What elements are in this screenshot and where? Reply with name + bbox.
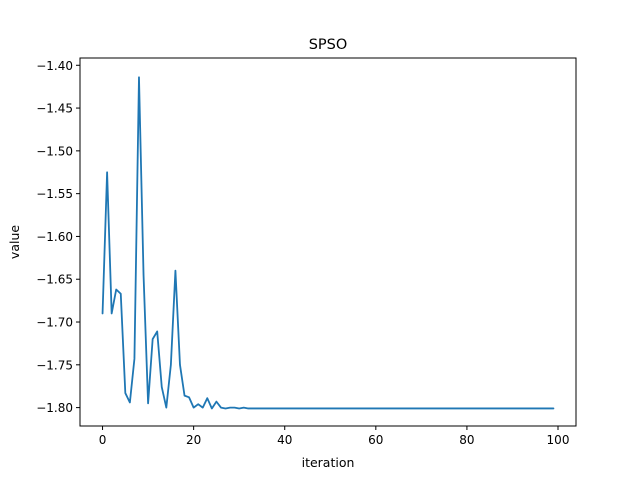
- y-tick-label: −1.50: [36, 144, 73, 158]
- x-tick-label: 60: [368, 433, 383, 447]
- x-tick-label: 40: [277, 433, 292, 447]
- y-tick-label: −1.75: [36, 358, 73, 372]
- chart-title: SPSO: [309, 37, 348, 53]
- y-tick-label: −1.80: [36, 401, 73, 415]
- x-tick-label: 0: [99, 433, 107, 447]
- x-tick-label: 80: [459, 433, 474, 447]
- y-tick-label: −1.45: [36, 102, 73, 116]
- y-tick-label: −1.40: [36, 59, 73, 73]
- x-axis-ticks: 0 20 40 60 80 100: [99, 426, 570, 447]
- y-tick-label: −1.70: [36, 316, 73, 330]
- y-axis-ticks: −1.40 −1.45 −1.50 −1.55 −1.60 −1.65 −1.70 −1.75…: [36, 59, 80, 415]
- y-axis-label: value: [7, 225, 22, 259]
- x-axis-label: iteration: [302, 455, 355, 470]
- y-tick-label: −1.55: [36, 187, 73, 201]
- series-line: [101, 76, 555, 410]
- x-tick-label: 100: [547, 433, 570, 447]
- y-tick-label: −1.60: [36, 230, 73, 244]
- plot-area-frame: [79, 57, 577, 427]
- y-tick-label: −1.65: [36, 273, 73, 287]
- x-tick-label: 20: [186, 433, 201, 447]
